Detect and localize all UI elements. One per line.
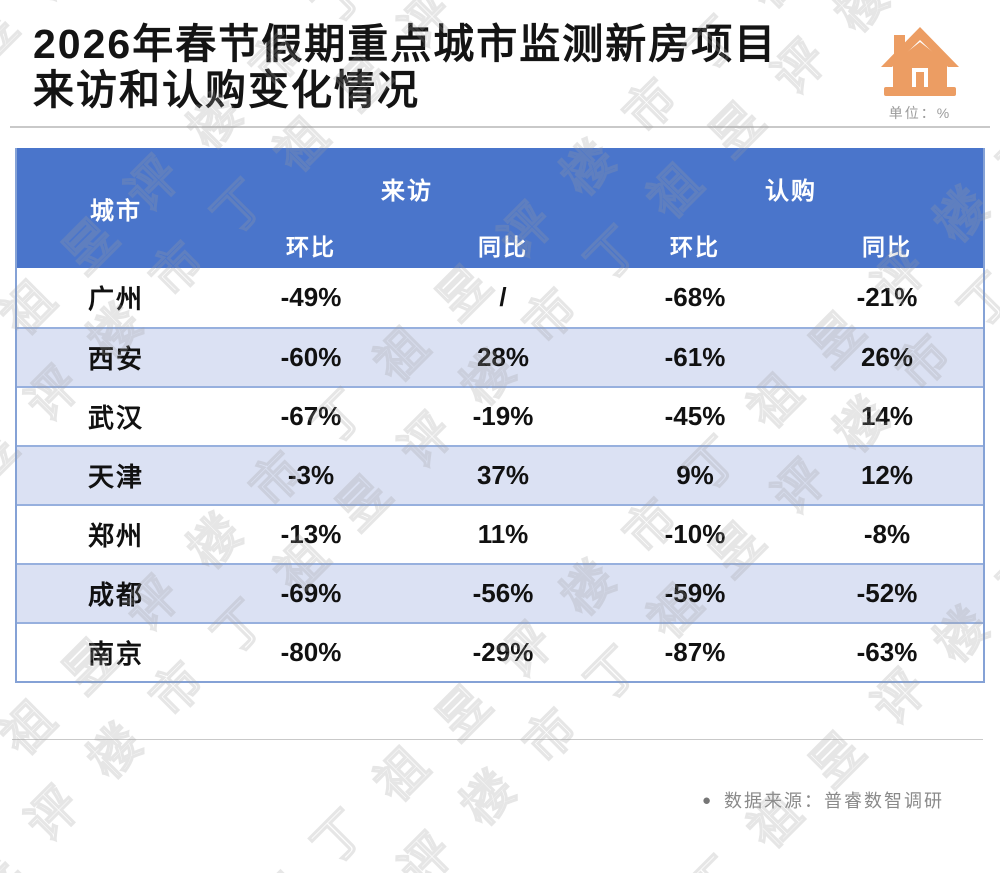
subs-mom-cell: 9% <box>676 460 714 490</box>
visits-mom-cell: -49% <box>280 282 342 312</box>
subs-yoy-cell: 12% <box>860 460 914 490</box>
city-cell: 西安 <box>87 344 144 374</box>
subs-mom-cell: -59% <box>664 578 726 608</box>
page-title-line2: 来访和认购变化情况 <box>33 66 420 113</box>
city-cell: 武汉 <box>87 403 144 433</box>
col-header-subs-yoy: 同比 <box>862 234 912 260</box>
subs-mom-cell: -61% <box>664 342 726 372</box>
visits-yoy-cell: -19% <box>472 401 534 431</box>
visits-mom-cell: -13% <box>280 519 342 549</box>
col-header-visits-yoy: 同比 <box>478 234 528 260</box>
header: 2026年春节假期重点城市监测新房项目 来访和认购变化情况 单位：% <box>33 21 970 121</box>
visits-yoy-cell: 28% <box>476 342 530 372</box>
visits-yoy-cell: 37% <box>476 460 530 490</box>
city-cell: 广州 <box>87 284 144 314</box>
data-table: 城市 来访 认购 环比 同比 环比 同比 广州 -49% / -68% -21%… <box>15 148 985 683</box>
col-header-subs-mom: 环比 <box>670 234 720 260</box>
group-header-visits: 来访 <box>381 178 433 205</box>
table-row: 武汉 -67% -19% -45% 14% <box>17 386 983 445</box>
subs-yoy-cell: -63% <box>856 637 918 667</box>
footer-divider <box>12 739 983 740</box>
visits-yoy-cell: -29% <box>472 637 534 667</box>
city-cell: 天津 <box>87 462 144 492</box>
city-cell: 成都 <box>87 580 144 610</box>
data-source: ● 数据来源：普睿数智调研 <box>702 787 944 813</box>
visits-mom-cell: -69% <box>280 578 342 608</box>
visits-mom-cell: -80% <box>280 637 342 667</box>
brand-block: 单位：% <box>878 26 962 123</box>
subs-mom-cell: -68% <box>664 282 726 312</box>
visits-mom-cell: -60% <box>280 342 342 372</box>
visits-mom-cell: -67% <box>280 401 342 431</box>
group-header-row: 来访 认购 <box>215 171 983 206</box>
city-cell: 南京 <box>87 639 144 669</box>
subs-mom-cell: -87% <box>664 637 726 667</box>
subs-yoy-cell: 14% <box>860 401 914 431</box>
visits-mom-cell: -3% <box>287 460 335 490</box>
subs-mom-cell: -45% <box>664 401 726 431</box>
page-title: 2026年春节假期重点城市监测新房项目 来访和认购变化情况 <box>33 21 970 114</box>
house-icon <box>881 27 959 96</box>
subs-yoy-cell: -21% <box>856 282 918 312</box>
subs-yoy-cell: -8% <box>863 519 911 549</box>
col-header-visits-mom: 环比 <box>286 234 336 260</box>
sub-header-row: 环比 同比 环比 同比 <box>215 228 983 262</box>
table-body: 广州 -49% / -68% -21% 西安 -60% 28% -61% 26%… <box>17 268 983 681</box>
city-cell: 郑州 <box>87 521 144 551</box>
group-header-subscriptions: 认购 <box>765 178 817 205</box>
table-row: 成都 -69% -56% -59% -52% <box>17 563 983 622</box>
page-title-line1: 2026年春节假期重点城市监测新房项目 <box>33 21 778 67</box>
table-row: 西安 -60% 28% -61% 26% <box>17 327 983 386</box>
visits-yoy-cell: 11% <box>477 519 529 549</box>
table-row: 郑州 -13% 11% -10% -8% <box>17 504 983 563</box>
table-header: 城市 来访 认购 环比 同比 环比 同比 <box>17 148 983 268</box>
subs-yoy-cell: 26% <box>860 342 914 372</box>
col-header-city: 城市 <box>90 197 142 225</box>
table-row: 南京 -80% -29% -87% -63% <box>17 622 983 681</box>
table-row: 广州 -49% / -68% -21% <box>17 268 983 327</box>
visits-yoy-cell: -56% <box>472 578 534 608</box>
subs-mom-cell: -10% <box>664 519 726 549</box>
table-row: 天津 -3% 37% 9% 12% <box>17 445 983 504</box>
visits-yoy-cell: / <box>499 282 507 312</box>
subs-yoy-cell: -52% <box>856 578 918 608</box>
data-source-text: 数据来源：普睿数智调研 <box>724 791 944 811</box>
unit-label: 单位：% <box>888 105 952 121</box>
header-divider <box>10 126 990 128</box>
bullet-icon: ● <box>701 791 713 809</box>
